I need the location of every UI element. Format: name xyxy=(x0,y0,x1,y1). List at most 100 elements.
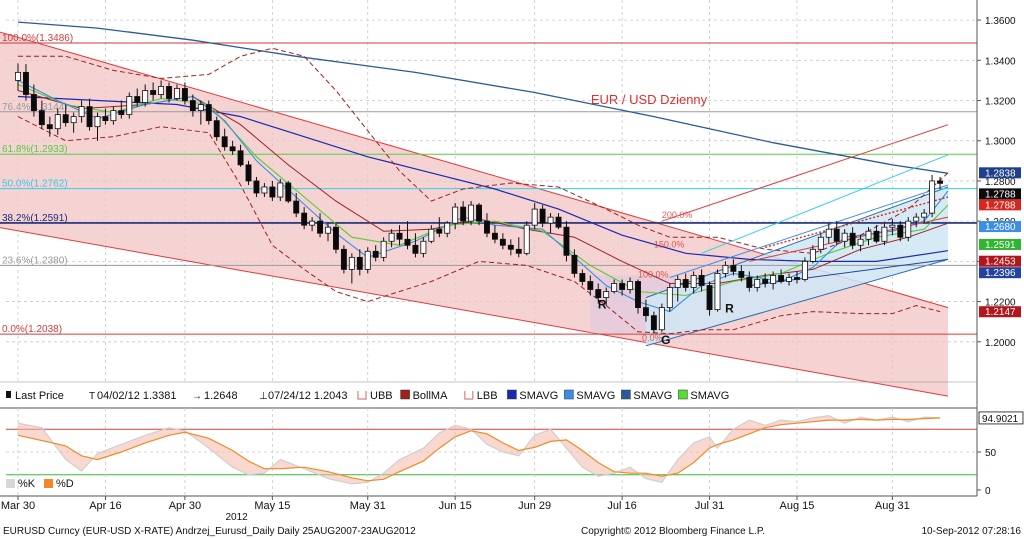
candle-down xyxy=(642,307,649,317)
oscillator-legend-swatch xyxy=(44,479,53,488)
candle-up xyxy=(921,212,928,218)
legend-last: 1.2648 xyxy=(204,390,238,402)
footer-right: 10-Sep-2012 07:28:16 xyxy=(921,526,1021,537)
candle-down xyxy=(738,271,745,278)
stochastic-divergence-fill xyxy=(18,415,941,484)
price-candles xyxy=(15,63,944,334)
candle-down xyxy=(873,230,880,242)
date-tick-label: Apr 30 xyxy=(169,500,201,512)
candle-down xyxy=(332,226,339,250)
candle-up xyxy=(158,86,165,95)
candle-up xyxy=(611,283,618,292)
candle-down xyxy=(38,110,45,126)
candle-up xyxy=(722,264,729,274)
legend-swatch xyxy=(564,389,574,400)
price-tag-label: 1.2788 xyxy=(985,189,1016,200)
candle-down xyxy=(730,264,737,272)
candle-down xyxy=(635,281,641,309)
legend-high: 04/02/12 1.3381 xyxy=(97,390,177,402)
series-line-ubb xyxy=(18,47,949,254)
price-tag-box xyxy=(979,238,1021,250)
candle-down xyxy=(22,71,29,95)
fan-lines xyxy=(661,124,949,286)
candle-down xyxy=(579,273,586,282)
candle-down xyxy=(746,277,753,288)
fan-level-label: 200.0% xyxy=(662,210,693,220)
candle-down xyxy=(166,86,172,99)
candle-down xyxy=(150,90,157,95)
candle-down xyxy=(515,248,522,254)
price-tick-label: 1.3000 xyxy=(985,137,1016,148)
series-line-lbb xyxy=(17,116,941,335)
candle-down xyxy=(253,180,260,194)
candle-up xyxy=(420,240,427,254)
date-tick-label: Mar 30 xyxy=(1,500,35,512)
oscillator-legend-swatch xyxy=(6,479,15,488)
candle-down xyxy=(229,146,236,152)
candle-up xyxy=(523,224,530,254)
footer-center: Copyright© 2012 Bloomberg Finance L.P. xyxy=(581,526,765,537)
candle-up xyxy=(825,228,832,238)
price-tag-box xyxy=(979,267,1021,279)
candle-down xyxy=(205,104,212,122)
fib-level-label: 38.2%(1.2591) xyxy=(2,213,68,224)
candle-up xyxy=(674,279,681,288)
candle-down xyxy=(571,254,578,274)
candle-down xyxy=(555,216,562,228)
candle-up xyxy=(889,224,896,228)
candle-up xyxy=(468,204,475,222)
candle-up xyxy=(913,216,920,222)
candle-up xyxy=(452,206,459,224)
legend-bar: Last Price T 04/02/12 1.3381 → 1.2648 ⊥ 07/24/… xyxy=(0,381,977,409)
candle-up xyxy=(714,273,721,311)
candle-down xyxy=(301,212,308,226)
candle-down xyxy=(563,226,570,256)
price-tag-label: 1.2680 xyxy=(985,222,1016,233)
candle-down xyxy=(833,228,840,242)
stochastic-oscillator: 0 50 94.9021 %K %D xyxy=(0,408,1024,497)
candle-up xyxy=(364,250,371,270)
candle-up xyxy=(54,114,61,130)
candle-up xyxy=(905,220,912,238)
fan-line xyxy=(661,124,949,222)
candle-down xyxy=(436,228,443,234)
oscillator-legend-label: %D xyxy=(56,478,74,490)
candle-up xyxy=(786,277,792,282)
price-tick-label: 1.3600 xyxy=(985,16,1016,27)
price-tick-label: 1.3200 xyxy=(985,97,1016,108)
candle-down xyxy=(181,88,188,101)
candle-up xyxy=(666,287,673,309)
chart-title: EUR / USD Dzienny xyxy=(591,92,708,107)
candle-down xyxy=(539,208,546,224)
legend-swatch xyxy=(507,389,517,400)
price-tag-box xyxy=(979,221,1021,233)
candle-down xyxy=(587,281,594,290)
candle-down xyxy=(460,206,467,222)
last-price-swatch xyxy=(6,391,11,398)
legend-item: SMAVG xyxy=(576,390,615,402)
fan-line xyxy=(749,216,949,262)
candle-up xyxy=(770,275,777,284)
candle-up xyxy=(261,186,268,194)
legend-swatch xyxy=(400,389,410,400)
candle-up xyxy=(110,110,117,122)
oscillator-tick-label: 50 xyxy=(985,448,997,459)
fan-line xyxy=(701,154,949,254)
candle-up xyxy=(865,230,872,240)
candle-down xyxy=(412,244,419,254)
candle-down xyxy=(30,94,37,111)
candle-up xyxy=(70,116,77,124)
price-tag-label: 1.2147 xyxy=(985,307,1016,318)
candle-up xyxy=(627,281,634,290)
date-tick-label: Jul 16 xyxy=(607,500,636,512)
candle-up xyxy=(277,182,284,198)
pattern-label: R xyxy=(598,298,607,312)
date-tick-label: May 15 xyxy=(254,500,290,512)
price-tag-box xyxy=(979,199,1021,211)
candle-down xyxy=(507,244,514,250)
candle-up xyxy=(809,248,816,262)
candle-down xyxy=(237,150,244,166)
candle-down xyxy=(86,106,93,128)
candle-up xyxy=(841,232,848,242)
candle-down xyxy=(285,182,292,202)
